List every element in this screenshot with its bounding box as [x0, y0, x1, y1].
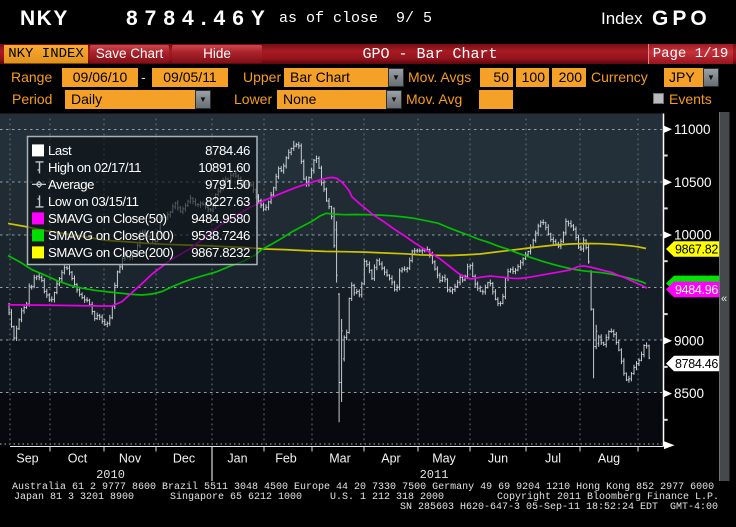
svg-text:9484.9580: 9484.9580: [191, 211, 250, 226]
svg-text:9791.50: 9791.50: [205, 177, 250, 192]
svg-text:Feb: Feb: [275, 452, 297, 466]
svg-text:Aug: Aug: [598, 452, 620, 466]
svg-text:Dec: Dec: [173, 452, 195, 466]
svg-text:9867.82: 9867.82: [675, 242, 718, 256]
svg-text:SMAVG on Close(100): SMAVG on Close(100): [48, 228, 174, 243]
svg-text:Average: Average: [48, 177, 94, 192]
svg-text:8784.46: 8784.46: [675, 357, 718, 371]
svg-text:Mar: Mar: [329, 452, 351, 466]
svg-text:«: «: [721, 293, 727, 305]
svg-text:Oct: Oct: [68, 452, 88, 466]
svg-text:May: May: [432, 452, 456, 466]
svg-text:SMAVG on Close(50): SMAVG on Close(50): [48, 211, 167, 226]
svg-text:10891.60: 10891.60: [198, 160, 250, 175]
svg-text:Last: Last: [48, 143, 72, 158]
svg-text:8784.46: 8784.46: [205, 143, 250, 158]
svg-text:Apr: Apr: [381, 452, 400, 466]
svg-text:Jun: Jun: [488, 452, 508, 466]
svg-text:SMAVG on Close(200): SMAVG on Close(200): [48, 245, 174, 260]
svg-text:Low on 03/15/11: Low on 03/15/11: [48, 194, 139, 209]
svg-text:2010: 2010: [96, 468, 125, 482]
svg-text:9867.8232: 9867.8232: [191, 245, 250, 260]
svg-text:Jan: Jan: [227, 452, 247, 466]
svg-text:Jul: Jul: [545, 452, 561, 466]
svg-text:8500: 8500: [674, 386, 704, 401]
svg-text:2011: 2011: [420, 468, 449, 482]
svg-text:Nov: Nov: [119, 452, 142, 466]
svg-text:9538.7246: 9538.7246: [191, 228, 250, 243]
svg-text:8227.63: 8227.63: [205, 194, 250, 209]
svg-text:11000: 11000: [674, 122, 711, 137]
svg-text:Sep: Sep: [16, 452, 38, 466]
svg-text:10000: 10000: [674, 228, 712, 243]
svg-text:10500: 10500: [674, 175, 712, 190]
svg-text:9484.96: 9484.96: [675, 283, 718, 297]
svg-text:9000: 9000: [674, 333, 704, 348]
svg-text:High on 02/17/11: High on 02/17/11: [48, 160, 141, 175]
